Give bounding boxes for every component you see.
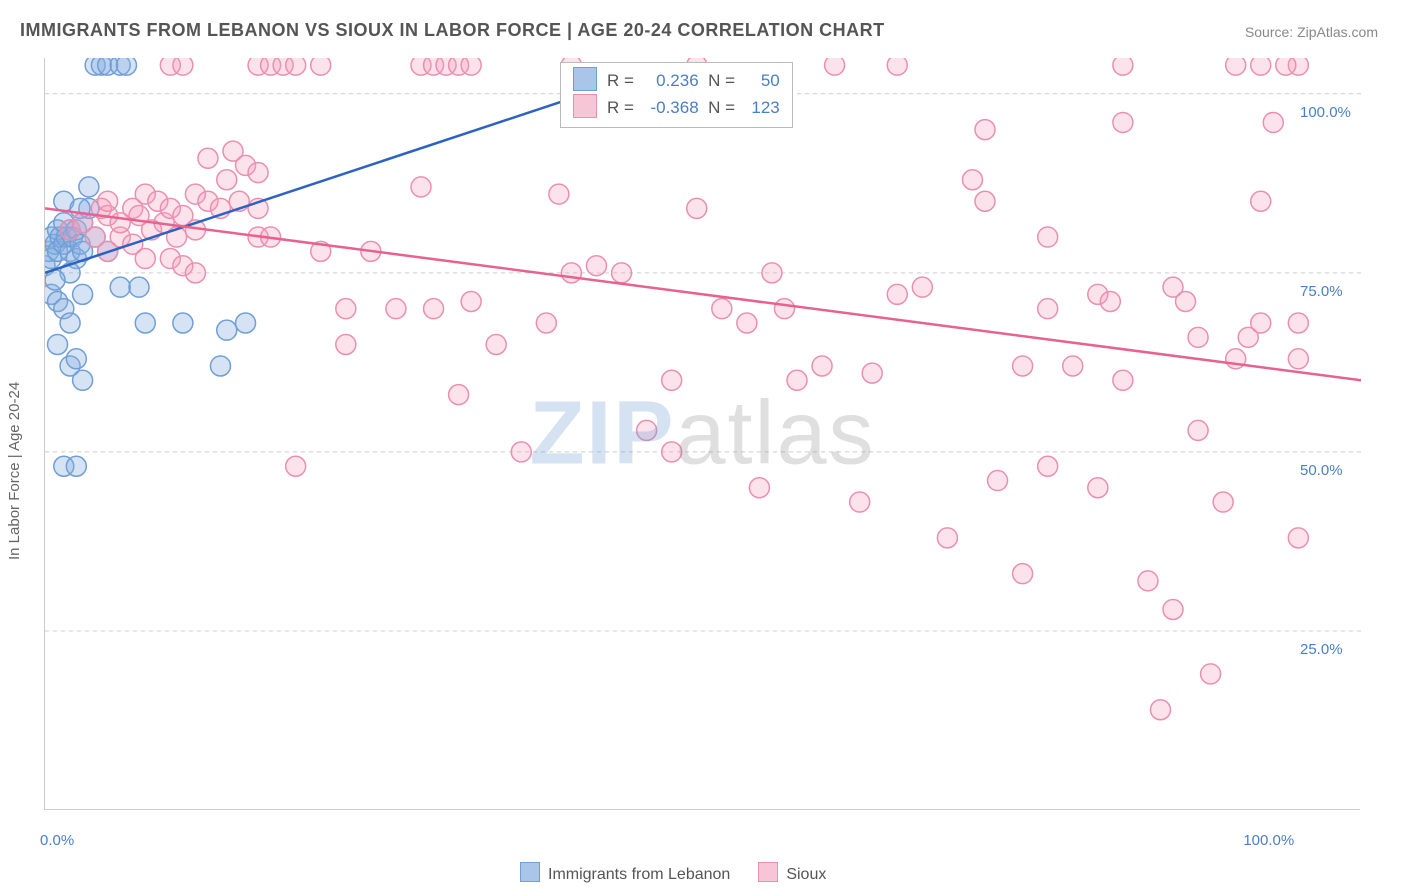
y-tick-label: 25.0% — [1300, 641, 1343, 658]
plot-area: ZIPatlas — [44, 58, 1360, 810]
stats-r-sioux: -0.368 — [639, 95, 699, 121]
series-legend: Immigrants from Lebanon Sioux — [520, 862, 826, 890]
chart-svg — [45, 58, 1361, 810]
stats-row-lebanon: R = 0.236 N = 50 — [573, 67, 780, 94]
source-attribution: Source: ZipAtlas.com — [1245, 24, 1378, 40]
y-tick-label: 100.0% — [1300, 104, 1351, 121]
stats-swatch-lebanon — [573, 67, 597, 91]
stats-n-sioux: 123 — [740, 95, 780, 121]
y-axis-label: In Labor Force | Age 20-24 — [6, 382, 23, 560]
x-tick-label: 0.0% — [40, 832, 74, 849]
legend-swatch-sioux — [758, 862, 778, 882]
legend-label-sioux: Sioux — [786, 866, 826, 883]
stats-row-sioux: R = -0.368 N = 123 — [573, 94, 780, 121]
stats-r-lebanon: 0.236 — [639, 68, 699, 94]
correlation-stats-box: R = 0.236 N = 50R = -0.368 N = 123 — [560, 62, 793, 128]
stats-n-lebanon: 50 — [740, 68, 780, 94]
legend-item-sioux: Sioux — [758, 862, 826, 890]
legend-swatch-lebanon — [520, 862, 540, 882]
stats-swatch-sioux — [573, 94, 597, 118]
x-tick-label: 100.0% — [1243, 832, 1294, 849]
legend-item-lebanon: Immigrants from Lebanon — [520, 862, 730, 890]
legend-label-lebanon: Immigrants from Lebanon — [548, 866, 730, 883]
y-tick-label: 75.0% — [1300, 283, 1343, 300]
y-tick-label: 50.0% — [1300, 462, 1343, 479]
chart-title: IMMIGRANTS FROM LEBANON VS SIOUX IN LABO… — [20, 20, 885, 41]
